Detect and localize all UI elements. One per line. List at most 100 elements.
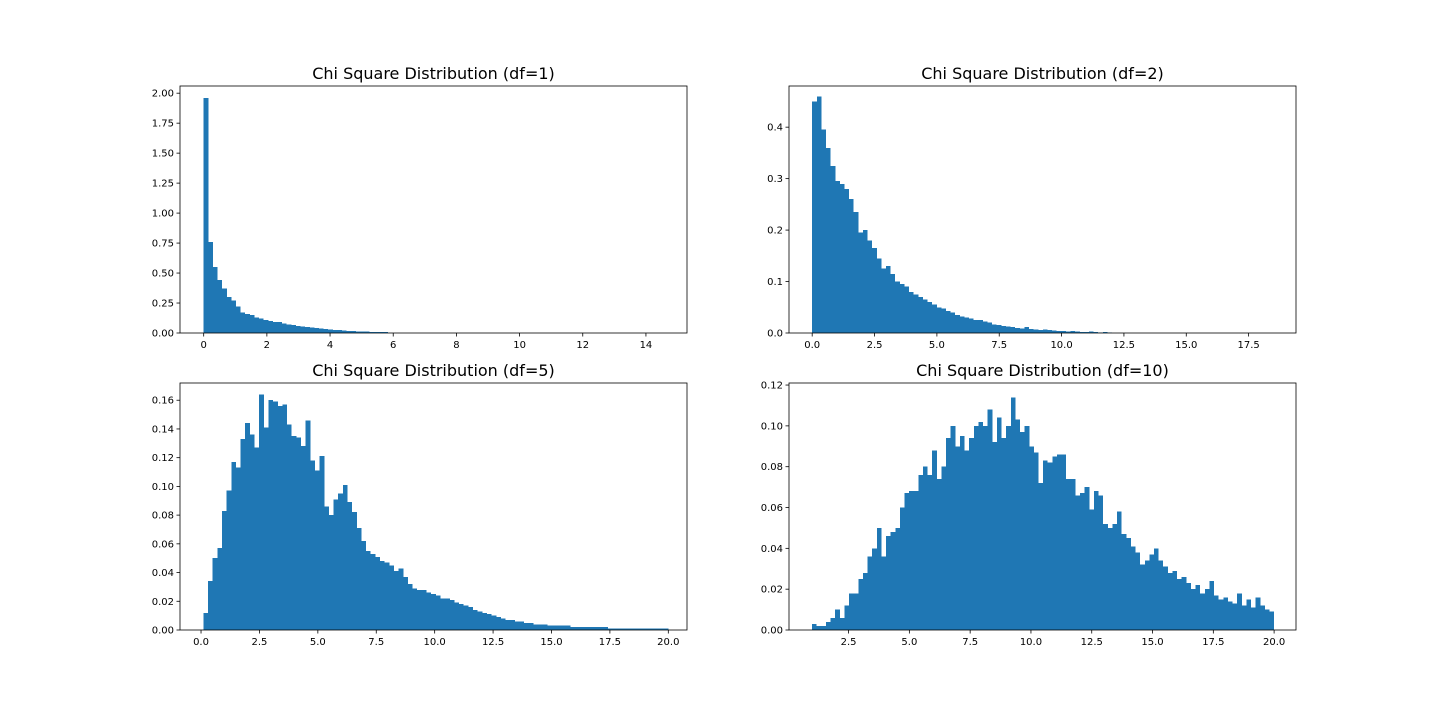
histogram-bar	[649, 628, 655, 630]
histogram-bar	[277, 322, 283, 333]
histogram-bar	[835, 609, 840, 630]
histogram-bar	[858, 232, 863, 333]
histogram-bar	[886, 536, 891, 630]
histogram-bar	[1103, 523, 1108, 630]
histogram-bar	[346, 330, 352, 333]
histogram-bar	[328, 515, 334, 630]
histogram-bar	[635, 628, 641, 630]
histogram-bar	[417, 589, 422, 630]
histogram-bar	[347, 502, 353, 630]
y-tick-label: 0.04	[761, 544, 783, 555]
chart-title: Chi Square Distribution (df=2)	[921, 64, 1164, 83]
histogram-bar	[1264, 609, 1270, 630]
y-tick-label: 0.00	[152, 626, 174, 637]
histogram-bar	[876, 258, 882, 333]
histogram-bar	[579, 627, 585, 630]
x-tick-label: 17.5	[1202, 637, 1224, 648]
histogram-bar	[352, 512, 357, 630]
histogram-bar	[1079, 331, 1085, 333]
histogram-bar	[839, 183, 845, 333]
y-tick-label: 1.50	[152, 149, 174, 160]
histogram-bar	[287, 424, 292, 630]
histogram-bar	[309, 327, 315, 333]
histogram-bar	[514, 621, 520, 630]
histogram-bar	[393, 571, 399, 630]
subplot-1: 0 2 4 6 8 10 12 14 0.00 0.25 0.50 0.75 1.00 1.25 1.50 1…	[152, 64, 688, 351]
histogram-bar	[1227, 601, 1233, 630]
histogram-bar	[959, 316, 965, 333]
histogram-bar	[310, 460, 315, 630]
x-tick-label: 10	[513, 340, 526, 351]
histogram-bar	[203, 97, 209, 334]
histogram-bar	[1019, 328, 1025, 333]
histogram-bar	[964, 317, 970, 333]
histogram-bar	[1190, 589, 1196, 630]
histogram-bar	[570, 627, 576, 630]
histogram-bar	[1255, 597, 1261, 630]
histogram-bar	[533, 624, 539, 630]
x-tick-label: 10.0	[424, 637, 446, 648]
histogram-bar	[1093, 331, 1099, 333]
histogram-bar	[1181, 576, 1187, 630]
histogram-bar	[593, 627, 599, 630]
histogram-bar	[1107, 527, 1113, 630]
y-tick-label: 1.25	[152, 179, 174, 190]
histogram-bar	[1056, 330, 1062, 333]
y-tick-label: 0.08	[152, 511, 174, 522]
histogram-bar	[927, 302, 933, 334]
histogram-bar	[412, 588, 418, 630]
histogram-bar	[941, 308, 946, 333]
histogram-bar	[1195, 585, 1201, 630]
histogram-bar	[561, 625, 567, 630]
histogram-bar	[1130, 546, 1136, 630]
histogram-bar	[936, 478, 942, 630]
histogram-bar	[886, 266, 891, 333]
histogram-bar	[505, 619, 511, 630]
histogram-bar	[375, 556, 381, 630]
x-tick-label: 5.0	[929, 340, 945, 351]
histogram-bar	[226, 490, 232, 630]
histogram-bar	[1089, 331, 1094, 333]
axes-frame	[788, 85, 1297, 334]
x-tick-label: 4	[327, 340, 333, 351]
histogram-bar	[913, 491, 919, 630]
histogram-bar	[987, 409, 993, 630]
histogram-bar	[1065, 331, 1071, 333]
histogram-bar	[1223, 597, 1228, 630]
histogram-bar	[830, 165, 836, 333]
histogram-bar	[272, 322, 278, 333]
histogram-bar	[1020, 431, 1025, 630]
histogram-bar	[996, 324, 1002, 333]
histogram-bar	[575, 627, 580, 630]
histogram-bar	[853, 212, 859, 333]
histogram-bar	[268, 400, 274, 630]
histogram-bar	[982, 321, 988, 333]
x-tick-label: 0.0	[804, 340, 820, 351]
histogram-bar	[552, 625, 557, 630]
histogram-bar	[1167, 572, 1173, 630]
histogram-bar	[659, 628, 664, 630]
histogram-bar	[519, 621, 525, 630]
histogram-bar	[1163, 566, 1168, 630]
histogram-bar	[342, 484, 348, 630]
histogram-bar	[356, 528, 362, 630]
histogram-bar	[890, 273, 896, 333]
x-tick-label: 5.0	[901, 637, 917, 648]
histogram-bar	[964, 450, 970, 630]
y-tick-label: 0.12	[152, 453, 174, 464]
histogram-bar	[360, 331, 366, 333]
histogram-bar	[1006, 425, 1011, 630]
histogram-bar	[398, 568, 404, 630]
histogram-bar	[1024, 326, 1030, 333]
histogram-bar	[1121, 534, 1127, 630]
histogram-bar	[1269, 611, 1275, 630]
histogram-bar	[1061, 454, 1067, 630]
histogram-bar	[282, 404, 288, 630]
x-tick-label: 7.5	[991, 340, 1007, 351]
histogram-bar	[621, 628, 627, 630]
histogram-bar	[932, 304, 937, 333]
chart-title: Chi Square Distribution (df=1)	[312, 64, 555, 83]
histogram-bar	[945, 310, 951, 333]
histogram-bar	[332, 329, 338, 333]
histogram-bar	[816, 96, 822, 333]
